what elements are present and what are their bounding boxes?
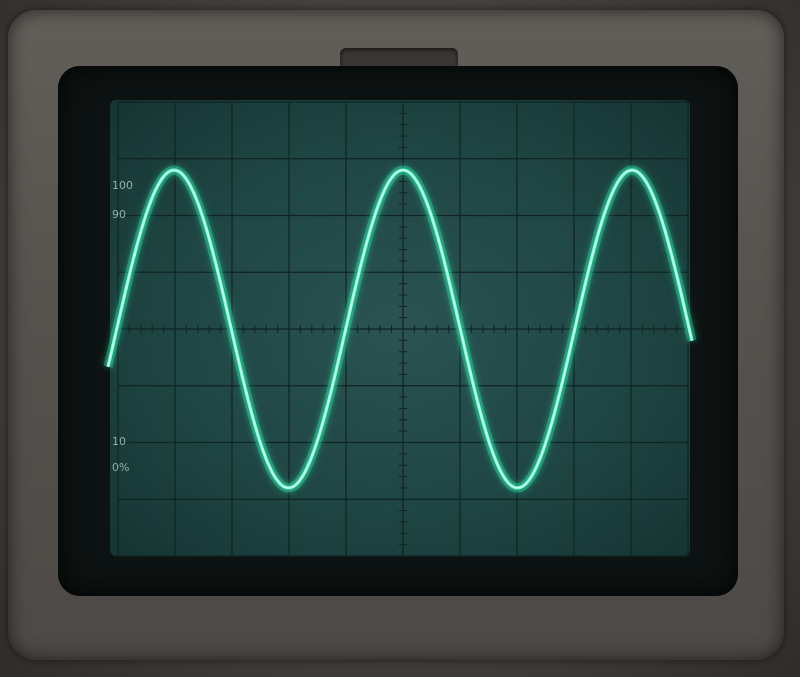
sine-wave-core — [107, 169, 693, 489]
graticule-label-90: 90 — [112, 208, 126, 221]
waveform-trace — [103, 165, 697, 493]
graticule-label-10: 10 — [112, 435, 126, 448]
graticule-label-100: 100 — [112, 179, 133, 192]
graticule-label-0: 0% — [112, 461, 130, 474]
crt-screen — [110, 100, 690, 556]
